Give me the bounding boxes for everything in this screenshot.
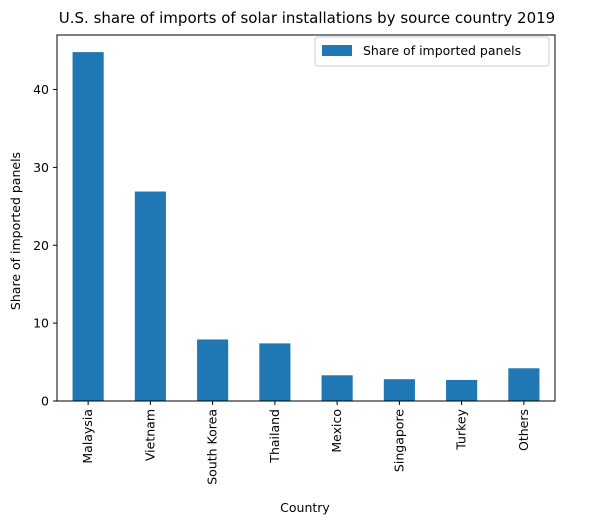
- bar-south-korea: [197, 339, 228, 401]
- bar-vietnam: [135, 192, 166, 401]
- x-tick-label: Vietnam: [142, 409, 157, 461]
- chart-title: U.S. share of imports of solar installat…: [59, 9, 555, 27]
- bar-singapore: [384, 379, 415, 401]
- x-tick-label: South Korea: [205, 409, 220, 485]
- y-tick-label: 0: [41, 394, 49, 409]
- legend-swatch: [322, 45, 352, 56]
- bar-others: [508, 368, 539, 401]
- bar-thailand: [259, 343, 290, 401]
- x-tick-label: Mexico: [329, 409, 344, 453]
- y-tick-label: 40: [33, 82, 49, 97]
- x-tick-label: Turkey: [454, 408, 469, 450]
- bar-malaysia: [73, 52, 104, 401]
- y-tick-label: 30: [33, 160, 49, 175]
- x-tick-label: Malaysia: [80, 409, 95, 464]
- bars-group: [73, 52, 540, 401]
- legend: Share of imported panels: [315, 37, 549, 66]
- x-ticks-group: Malaysia Vietnam South Korea Thailand Mexico…: [80, 401, 531, 485]
- bar-turkey: [446, 380, 477, 401]
- legend-label: Share of imported panels: [363, 43, 521, 58]
- x-tick-label: Singapore: [391, 409, 406, 472]
- y-axis-label: Share of imported panels: [8, 152, 23, 310]
- plot-frame: [57, 35, 555, 401]
- x-tick-label: Others: [516, 409, 531, 451]
- y-ticks-group: 0 10 20 30 40: [33, 82, 57, 408]
- bar-mexico: [322, 375, 353, 401]
- x-axis-label: Country: [280, 500, 330, 515]
- x-tick-label: Thailand: [267, 409, 282, 464]
- y-tick-label: 10: [33, 316, 49, 331]
- y-tick-label: 20: [33, 238, 49, 253]
